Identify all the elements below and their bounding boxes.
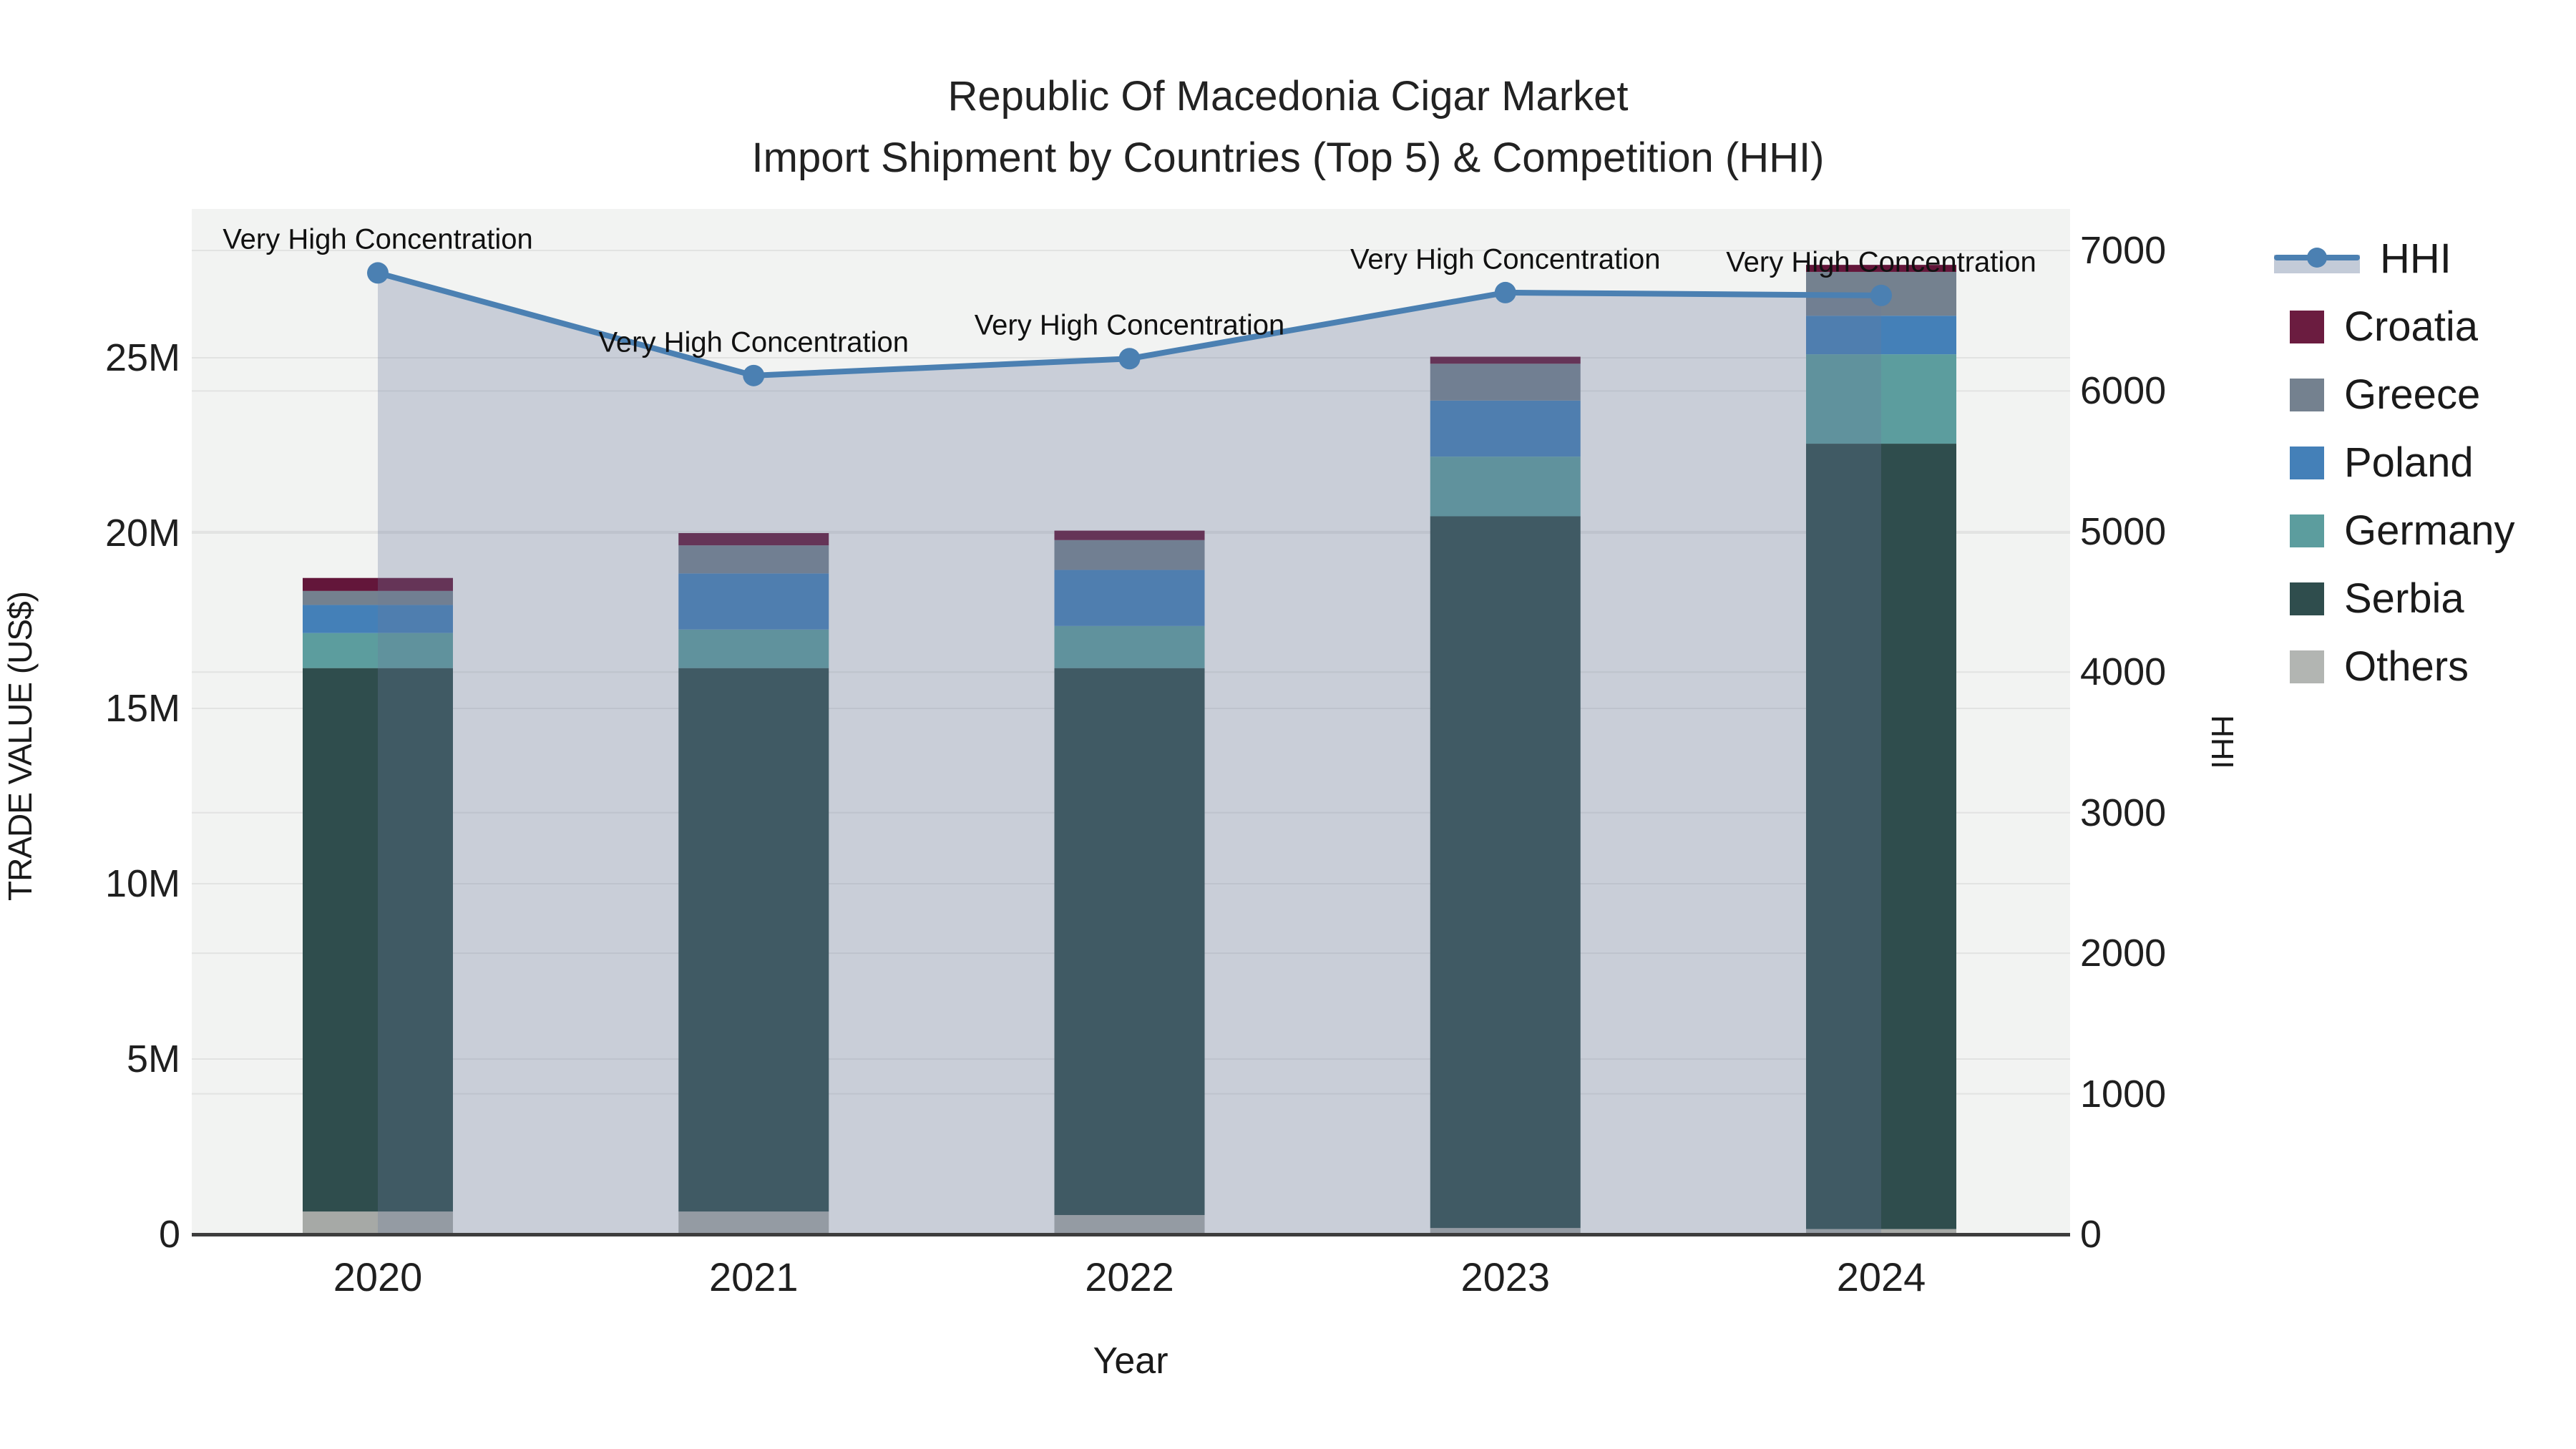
bar-segment-2020-greece[interactable] — [303, 590, 453, 605]
hhi-point-2022[interactable] — [1118, 348, 1141, 370]
annotation-2020: Very High Concentration — [223, 223, 533, 255]
x-tick-2022: 2022 — [1085, 1254, 1174, 1299]
legend-item-croatia[interactable]: Croatia — [2274, 293, 2515, 361]
hhi-point-2020[interactable] — [367, 262, 389, 284]
legend-item-hhi[interactable]: HHI — [2274, 225, 2515, 293]
bar-segment-2024-croatia[interactable] — [1806, 265, 1956, 272]
bar-segment-2023-others[interactable] — [1430, 1228, 1581, 1234]
bar-segment-2024-serbia[interactable] — [1806, 444, 1956, 1229]
bar-segment-2023-serbia[interactable] — [1430, 516, 1581, 1229]
x-tick-2020: 2020 — [333, 1254, 423, 1299]
y-left-tick-5M: 5M — [126, 1038, 180, 1080]
legend-label-others: Others — [2344, 643, 2469, 690]
legend-label-croatia: Croatia — [2344, 303, 2478, 350]
y-right-tick-3000: 3000 — [2080, 791, 2167, 834]
legend-item-poland[interactable]: Poland — [2274, 429, 2515, 497]
legend-item-germany[interactable]: Germany — [2274, 497, 2515, 565]
y-left-tick-10M: 10M — [104, 862, 180, 905]
bar-segment-2020-croatia[interactable] — [303, 577, 453, 591]
x-tick-2023: 2023 — [1460, 1254, 1551, 1299]
bar-segment-2023-greece[interactable] — [1430, 364, 1581, 401]
x-tick-2024: 2024 — [1836, 1254, 1926, 1299]
bar-segment-2020-poland[interactable] — [303, 605, 453, 633]
legend: HHI Croatia Greece Poland Germany Serbia Other… — [2274, 225, 2515, 701]
bar-segment-2022-croatia[interactable] — [1054, 530, 1205, 540]
chart-title-line2: Import Shipment by Countries (Top 5) & C… — [751, 135, 1825, 181]
y-left-tick-25M: 25M — [104, 336, 180, 379]
y-axis-right-title: HHI — [2205, 715, 2240, 769]
y-right-tick-0: 0 — [2080, 1213, 2102, 1256]
y-axis-left-title: TRADE VALUE (US$) — [1, 591, 39, 902]
y-left-tick-0: 0 — [158, 1213, 180, 1256]
y-right-tick-4000: 4000 — [2080, 650, 2167, 694]
legend-swatch-croatia — [2290, 310, 2324, 343]
legend-item-serbia[interactable]: Serbia — [2274, 565, 2515, 633]
legend-swatch-germany — [2290, 514, 2324, 547]
hhi-marker-dot-icon — [2307, 247, 2327, 268]
bar-segment-2020-serbia[interactable] — [303, 668, 453, 1212]
bar-segment-2024-germany[interactable] — [1806, 354, 1956, 444]
y-right-tick-6000: 6000 — [2080, 369, 2167, 413]
legend-label-hhi: HHI — [2380, 235, 2451, 282]
legend-label-greece: Greece — [2344, 371, 2481, 418]
annotation-2023: Very High Concentration — [1350, 243, 1661, 275]
x-axis-line — [192, 1233, 2070, 1236]
bar-segment-2022-germany[interactable] — [1054, 625, 1205, 668]
bar-segment-2020-germany[interactable] — [303, 633, 453, 668]
bar-segment-2022-others[interactable] — [1054, 1215, 1205, 1234]
bar-segment-2022-greece[interactable] — [1054, 540, 1205, 570]
legend-label-poland: Poland — [2344, 439, 2474, 486]
bar-segment-2024-others[interactable] — [1806, 1229, 1956, 1234]
legend-swatch-others — [2290, 650, 2324, 683]
bar-segment-2021-greece[interactable] — [678, 545, 829, 574]
y-left-tick-20M: 20M — [104, 512, 180, 555]
y-right-tick-2000: 2000 — [2080, 932, 2167, 975]
legend-item-greece[interactable]: Greece — [2274, 361, 2515, 429]
annotation-2022: Very High Concentration — [974, 309, 1285, 341]
hhi-line-icon — [2274, 243, 2360, 275]
legend-swatch-poland — [2290, 446, 2324, 479]
bar-segment-2021-germany[interactable] — [678, 629, 829, 668]
hhi-point-2024[interactable] — [1870, 284, 1892, 306]
hhi-point-2023[interactable] — [1494, 281, 1516, 303]
chart-title-line1: Republic Of Macedonia Cigar Market — [947, 73, 1629, 119]
bar-segment-2023-poland[interactable] — [1430, 400, 1581, 457]
y-right-tick-5000: 5000 — [2080, 509, 2167, 553]
hhi-point-2021[interactable] — [743, 364, 765, 386]
bar-segment-2022-poland[interactable] — [1054, 570, 1205, 626]
bar-segment-2021-poland[interactable] — [678, 573, 829, 630]
hhi-area-fill — [378, 273, 1881, 1234]
bar-segment-2023-germany[interactable] — [1430, 457, 1581, 517]
bar-segment-2021-serbia[interactable] — [678, 668, 829, 1212]
y-right-tick-1000: 1000 — [2080, 1072, 2167, 1116]
annotation-2021: Very High Concentration — [598, 326, 909, 358]
bar-segment-2023-croatia[interactable] — [1430, 356, 1581, 364]
y-left-tick-15M: 15M — [104, 687, 180, 730]
x-axis-title: Year — [1093, 1340, 1169, 1382]
x-tick-2021: 2021 — [708, 1254, 799, 1299]
bar-segment-2024-poland[interactable] — [1806, 316, 1956, 355]
chart-title: Republic Of Macedonia Cigar Market Impor… — [0, 66, 2576, 189]
legend-label-serbia: Serbia — [2344, 575, 2464, 622]
annotation-2024: Very High Concentration — [1726, 246, 2036, 278]
legend-swatch-serbia — [2290, 582, 2324, 615]
bar-segment-2020-others[interactable] — [303, 1211, 453, 1234]
legend-item-others[interactable]: Others — [2274, 633, 2515, 701]
bar-segment-2021-others[interactable] — [678, 1211, 829, 1234]
bar-segment-2021-croatia[interactable] — [678, 533, 829, 546]
bar-segment-2022-serbia[interactable] — [1054, 668, 1205, 1216]
legend-label-germany: Germany — [2344, 507, 2515, 554]
legend-swatch-greece — [2290, 378, 2324, 411]
y-right-tick-7000: 7000 — [2080, 229, 2167, 272]
